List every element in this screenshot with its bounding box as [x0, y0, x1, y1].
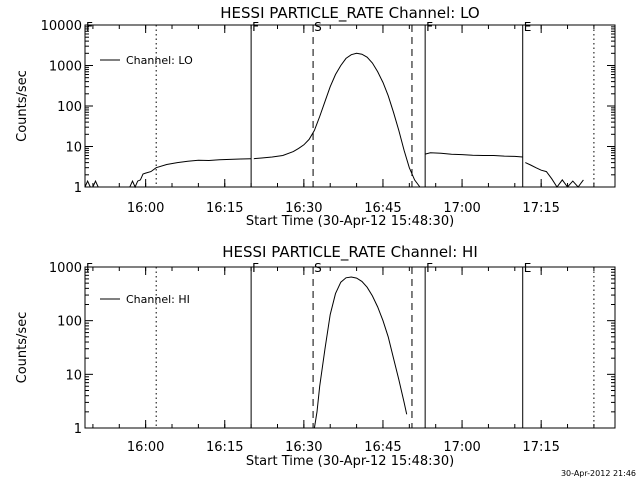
series-line	[424, 152, 523, 158]
y-tick-label: 10000	[41, 19, 82, 34]
plot-frame	[84, 266, 616, 429]
marker-label: F	[426, 20, 433, 34]
x-tick-label: 17:15	[522, 201, 559, 216]
chart-title: HESSI PARTICLE_RATE Channel: HI	[222, 243, 478, 262]
x-tick-label: 16:15	[206, 201, 243, 216]
y-tick-label: 1000	[49, 261, 82, 276]
marker-label: E	[524, 20, 532, 34]
marker-label: F	[86, 20, 93, 34]
y-tick-label: 100	[57, 315, 82, 330]
y-axis-label: Counts/sec	[15, 70, 30, 142]
marker-label: F	[252, 20, 259, 34]
series-line	[253, 52, 421, 188]
series-line	[525, 162, 584, 188]
x-tick-label: 16:15	[206, 440, 243, 455]
y-tick-label: 10	[65, 368, 82, 383]
x-tick-label: 16:00	[127, 201, 164, 216]
marker-label: F	[86, 261, 93, 275]
plot-frame	[84, 24, 616, 188]
series-line	[84, 179, 104, 188]
x-tick-label: 16:00	[127, 440, 164, 455]
timestamp: 30-Apr-2012 21:46	[561, 469, 636, 478]
marker-label: F	[252, 261, 259, 275]
y-tick-label: 1000	[49, 60, 82, 75]
marker-label: F	[426, 261, 433, 275]
series-line	[129, 158, 252, 189]
x-tick-label: 17:15	[522, 440, 559, 455]
marker-label: S	[314, 20, 322, 34]
x-tick-label: 16:45	[364, 440, 401, 455]
chart-title: HESSI PARTICLE_RATE Channel: LO	[220, 4, 479, 23]
y-tick-label: 100	[57, 100, 82, 115]
x-tick-label: 17:00	[443, 440, 480, 455]
x-tick-label: 16:30	[285, 201, 322, 216]
y-axis-label: Counts/sec	[15, 312, 30, 384]
x-axis-label: Start Time (30-Apr-12 15:48:30)	[246, 454, 454, 469]
x-tick-label: 17:00	[443, 201, 480, 216]
x-tick-label: 16:45	[364, 201, 401, 216]
y-tick-label: 1	[74, 181, 82, 196]
y-tick-label: 10	[65, 141, 82, 156]
legend-entry: Channel: HI	[126, 293, 190, 306]
series-line	[313, 276, 408, 429]
marker-label: S	[314, 261, 322, 275]
legend-entry: Channel: LO	[126, 54, 193, 67]
y-tick-label: 1	[74, 422, 82, 437]
x-axis-label: Start Time (30-Apr-12 15:48:30)	[246, 214, 454, 229]
x-tick-label: 16:30	[285, 440, 322, 455]
marker-label: E	[524, 261, 532, 275]
